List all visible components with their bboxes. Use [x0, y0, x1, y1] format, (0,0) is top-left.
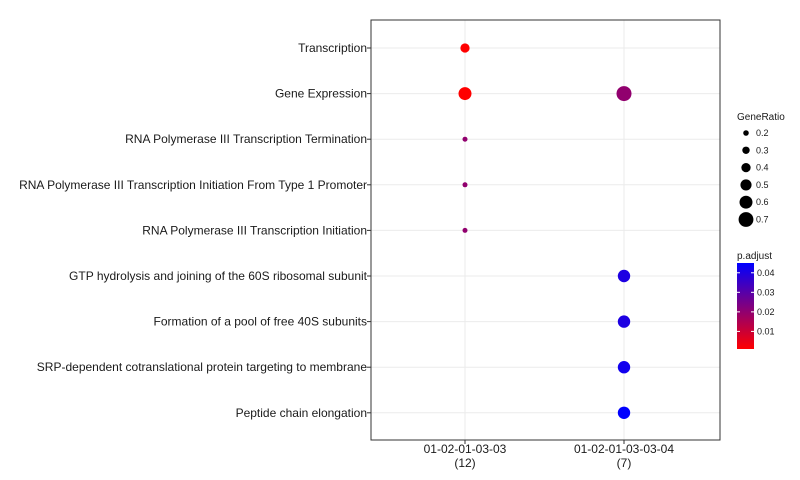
x-tick-label: 01-02-01-03-03: [424, 442, 507, 456]
color-legend-title: p.adjust: [737, 251, 772, 262]
data-point: [616, 86, 632, 102]
y-tick-label: Formation of a pool of free 40S subunits: [154, 315, 367, 329]
size-legend-label: 0.4: [756, 163, 769, 173]
x-tick-count-label: (12): [454, 456, 475, 470]
y-axis: Transcription Gene Expression RNA Polymera…: [19, 41, 371, 420]
y-tick-label: SRP-dependent cotranslational protein ta…: [37, 360, 368, 374]
color-legend-label: 0.04: [757, 268, 775, 278]
data-point: [617, 269, 631, 283]
size-legend-label: 0.7: [756, 215, 769, 225]
color-legend-label: 0.01: [757, 326, 775, 336]
x-tick-count-label: (7): [617, 456, 632, 470]
data-point: [462, 136, 468, 142]
x-axis: 01-02-01-03-03(12) 01-02-01-03-03-04(7): [424, 440, 674, 470]
size-legend-dot: [738, 212, 754, 227]
size-legend-dot: [743, 130, 749, 136]
color-legend: p.adjust 0.04 0.03 0.02 0.01: [737, 251, 775, 349]
color-legend-bar: [737, 263, 754, 349]
data-point: [462, 227, 468, 233]
y-tick-label: RNA Polymerase III Transcription Initiat…: [19, 178, 367, 192]
y-tick-label: RNA Polymerase III Transcription Initiat…: [142, 223, 367, 237]
size-legend-label: 0.6: [756, 197, 769, 207]
size-legend-dot: [741, 162, 751, 173]
color-legend-label: 0.02: [757, 307, 775, 317]
size-legend-dot: [739, 195, 753, 209]
data-points: [458, 43, 632, 419]
y-tick-label: GTP hydrolysis and joining of the 60S ri…: [69, 269, 368, 283]
y-tick-label: Peptide chain elongation: [236, 406, 367, 420]
size-legend-label: 0.2: [756, 128, 769, 138]
data-point: [617, 406, 631, 419]
size-legend-dot: [740, 179, 752, 191]
size-legend-label: 0.5: [756, 180, 769, 190]
data-point: [460, 43, 470, 53]
size-legend-title: GeneRatio: [737, 112, 785, 123]
size-legend-label: 0.3: [756, 145, 769, 155]
grid-lines: [371, 20, 720, 440]
data-point: [617, 315, 631, 328]
y-tick-label: Gene Expression: [275, 87, 367, 101]
color-legend-label: 0.03: [757, 287, 775, 297]
y-tick-label: Transcription: [298, 41, 367, 55]
x-tick-label: 01-02-01-03-03-04: [574, 442, 674, 456]
data-point: [458, 87, 472, 101]
data-point: [462, 182, 468, 188]
y-tick-label: RNA Polymerase III Transcription Termina…: [125, 132, 367, 146]
size-legend: GeneRatio 0.2 0.3 0.4 0.5 0.6 0.7: [737, 112, 785, 227]
data-point: [617, 361, 631, 374]
size-legend-dot: [742, 146, 750, 154]
